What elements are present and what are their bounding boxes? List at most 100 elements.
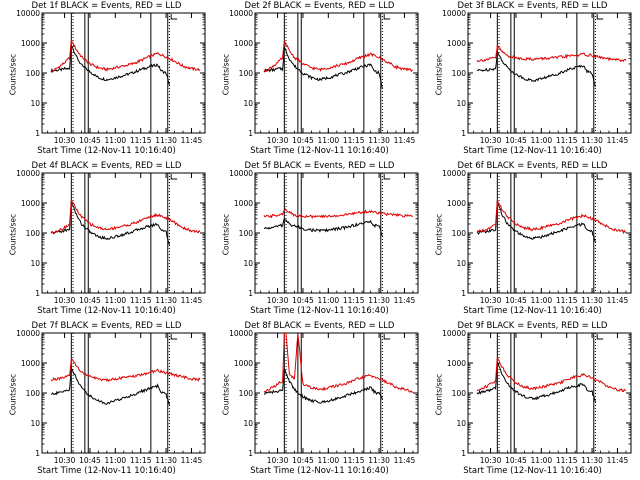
x-tick-label: 10:30 [267, 136, 289, 145]
x-tick-label: 11:45 [607, 136, 629, 145]
x-tick-label: 11:45 [394, 456, 416, 465]
events-series-line [476, 50, 596, 87]
x-axis-label: Start Time (12-Nov-11 10:16:40) [463, 306, 602, 316]
y-tick-label: 1000 [21, 39, 40, 48]
y-tick-label: 100 [452, 389, 467, 398]
panel-title: Det 7f BLACK = Events, RED = LLD [31, 321, 182, 331]
plot-frame [254, 332, 419, 454]
y-tick-label: 100 [26, 69, 41, 78]
y-tick-label: 10 [30, 259, 40, 268]
y-tick-label: 1 [461, 289, 466, 298]
y-tick-label: 100 [26, 389, 41, 398]
plot-frame [41, 12, 206, 134]
y-tick-label: 10 [243, 419, 253, 428]
x-tick-label: 11:45 [607, 456, 629, 465]
x-tick-label: 10:45 [505, 456, 527, 465]
panel-plot: 1 10 100 1000 10000 10:30 10:45 11:00 11:15 11:30… [229, 169, 419, 305]
x-tick-label: 10:30 [54, 456, 76, 465]
x-tick-label: 10:30 [54, 296, 76, 305]
panel-title: Det 9f BLACK = Events, RED = LLD [457, 321, 608, 331]
y-tick-label: 10 [456, 99, 466, 108]
plot-frame [41, 332, 206, 454]
y-tick-label: 100 [452, 229, 467, 238]
detector-panel: Det 8f BLACK = Events, RED = LLD Start Ti… [213, 320, 426, 480]
x-tick-label: 11:00 [318, 456, 340, 465]
plot-frame [467, 332, 632, 454]
x-tick-label: 10:45 [505, 136, 527, 145]
x-tick-label: 11:15 [343, 136, 365, 145]
plot-frame [254, 12, 419, 134]
events-series-line [50, 43, 170, 86]
panel-title: Det 3f BLACK = Events, RED = LLD [457, 1, 608, 11]
x-axis-label: Start Time (12-Nov-11 10:16:40) [37, 146, 176, 156]
x-tick-label: 10:45 [79, 456, 101, 465]
x-tick-label: 11:30 [155, 456, 177, 465]
detector-panel: Det 9f BLACK = Events, RED = LLD Start Ti… [426, 320, 639, 480]
y-tick-label: 10000 [229, 9, 253, 18]
panel-title: Det 1f BLACK = Events, RED = LLD [31, 1, 182, 11]
panel-title: Det 8f BLACK = Events, RED = LLD [244, 321, 395, 331]
panel-plot: 1 10 100 1000 10000 10:30 10:45 11:00 11:15 11:30… [229, 9, 419, 145]
lld-series-line [50, 39, 201, 73]
y-tick-label: 10000 [229, 329, 253, 338]
panel-plot: 1 10 100 1000 10000 10:30 10:45 11:00 11:15 11:30… [16, 329, 206, 465]
x-tick-label: 11:15 [130, 136, 152, 145]
x-tick-label: 11:00 [318, 136, 340, 145]
panel-title: Det 6f BLACK = Events, RED = LLD [457, 161, 608, 171]
y-tick-label: 1000 [234, 359, 253, 368]
y-tick-label: 1000 [234, 199, 253, 208]
x-tick-label: 11:45 [181, 136, 203, 145]
events-series-line [263, 368, 383, 404]
x-tick-label: 10:30 [480, 456, 502, 465]
corner-bracket-mark [383, 174, 391, 180]
corner-bracket-mark [170, 334, 178, 340]
x-tick-label: 10:45 [292, 296, 314, 305]
detector-panel: Det 6f BLACK = Events, RED = LLD Start Ti… [426, 160, 639, 320]
y-tick-label: 10000 [16, 169, 40, 178]
x-tick-label: 11:15 [343, 456, 365, 465]
detector-panel: Det 7f BLACK = Events, RED = LLD Start Ti… [0, 320, 213, 480]
x-tick-label: 10:30 [480, 136, 502, 145]
x-tick-label: 11:45 [394, 296, 416, 305]
x-tick-label: 11:45 [607, 296, 629, 305]
x-axis-label: Start Time (12-Nov-11 10:16:40) [463, 146, 602, 156]
lld-series-line [476, 199, 627, 235]
x-tick-label: 11:30 [155, 136, 177, 145]
corner-bracket-mark [596, 14, 604, 20]
lld-series-line [263, 207, 413, 220]
x-axis-label: Start Time (12-Nov-11 10:16:40) [250, 466, 389, 476]
x-tick-label: 11:30 [155, 296, 177, 305]
y-tick-label: 1000 [447, 359, 466, 368]
x-tick-label: 11:00 [531, 296, 553, 305]
y-tick-label: 1 [35, 129, 40, 138]
x-tick-label: 11:30 [368, 296, 390, 305]
x-tick-label: 11:15 [130, 296, 152, 305]
y-tick-label: 1 [248, 289, 253, 298]
x-tick-label: 11:15 [556, 296, 578, 305]
x-tick-label: 11:15 [343, 296, 365, 305]
plot-frame [467, 12, 632, 134]
corner-bracket-mark [383, 14, 391, 20]
x-axis-label: Start Time (12-Nov-11 10:16:40) [250, 306, 389, 316]
y-tick-label: 10000 [229, 169, 253, 178]
lld-series-line [50, 358, 201, 383]
x-tick-label: 10:30 [480, 296, 502, 305]
y-tick-label: 100 [239, 229, 254, 238]
x-tick-label: 11:30 [368, 456, 390, 465]
x-axis-label: Start Time (12-Nov-11 10:16:40) [37, 306, 176, 316]
detector-panel: Det 4f BLACK = Events, RED = LLD Start Ti… [0, 160, 213, 320]
y-tick-label: 10 [456, 419, 466, 428]
y-tick-label: 100 [239, 389, 254, 398]
x-tick-label: 10:45 [292, 136, 314, 145]
lld-series-line [263, 40, 414, 73]
y-tick-label: 10000 [442, 169, 466, 178]
y-tick-label: 10000 [442, 329, 466, 338]
panel-title: Det 2f BLACK = Events, RED = LLD [244, 1, 395, 11]
x-tick-label: 11:15 [556, 136, 578, 145]
y-tick-label: 1000 [21, 199, 40, 208]
panel-plot: 1 10 100 1000 10000 10:30 10:45 11:00 11:15 11:30… [16, 169, 206, 305]
events-series-line [263, 217, 383, 237]
y-tick-label: 10 [243, 259, 253, 268]
plot-frame [254, 172, 419, 294]
